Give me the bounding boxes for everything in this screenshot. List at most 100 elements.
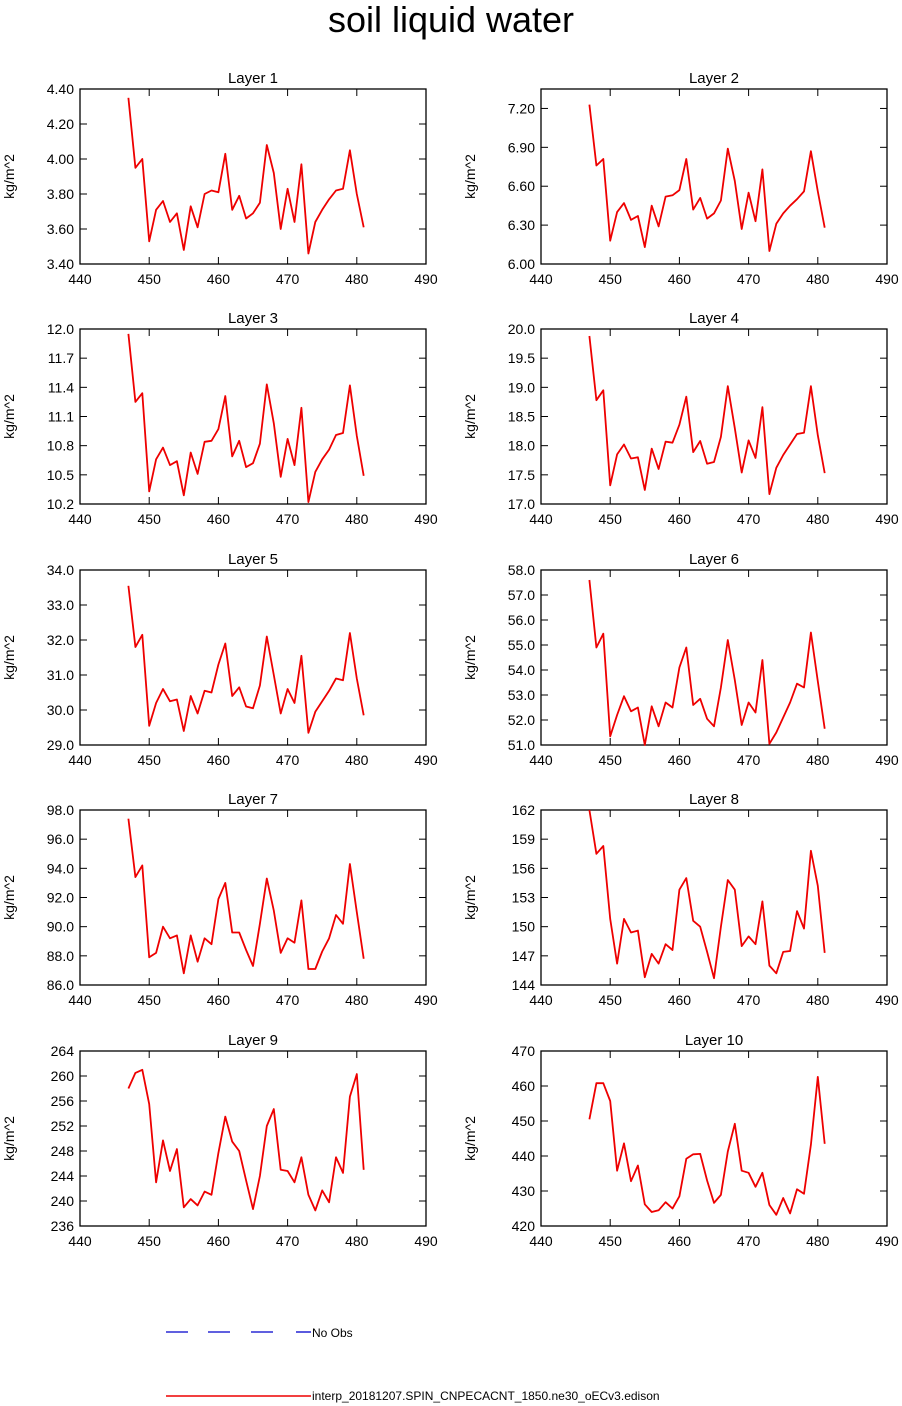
layer3-xtick-label: 470 (276, 511, 300, 527)
layer6-ytick-label: 54.0 (508, 662, 535, 678)
layer10-xtick-label: 490 (875, 1233, 899, 1249)
layer10-xtick-label: 460 (668, 1233, 692, 1249)
layer6-ytick-label: 56.0 (508, 612, 535, 628)
layer4-plot-frame (540, 328, 888, 505)
layer3-xtick-label: 440 (68, 511, 92, 527)
layer2-xtick-label: 440 (529, 271, 553, 287)
layer9-xtick-label: 480 (345, 1233, 369, 1249)
layer9-xtick-label: 490 (414, 1233, 438, 1249)
layer2-xtick-label: 460 (668, 271, 692, 287)
layer10-ytick-label: 450 (512, 1113, 536, 1129)
layer5-plot-frame (79, 569, 427, 746)
layer6-xtick-label: 460 (668, 752, 692, 768)
layer1-plot-frame (79, 88, 427, 265)
layer9-ytick-label: 244 (51, 1168, 75, 1184)
layer5-xtick-label: 450 (138, 752, 162, 768)
layer9-xtick-label: 470 (276, 1233, 300, 1249)
layer5-xtick-label: 460 (207, 752, 231, 768)
layer2-title: Layer 2 (689, 70, 739, 87)
layer9-ytick-label: 236 (51, 1218, 75, 1234)
layer5-xtick-label: 440 (68, 752, 92, 768)
layer9-xtick-label: 460 (207, 1233, 231, 1249)
layer7-xtick-label: 460 (207, 992, 231, 1008)
layer10-xtick-label: 470 (737, 1233, 761, 1249)
layer6-xtick-label: 480 (806, 752, 830, 768)
layer3-ylabel: kg/m^2 (1, 394, 17, 439)
layer8-xtick-label: 480 (806, 992, 830, 1008)
layer7-xtick-label: 480 (345, 992, 369, 1008)
layer2-ytick-label: 6.30 (508, 217, 535, 233)
layer2-xtick-label: 490 (875, 271, 899, 287)
layer7-plot-frame (79, 809, 427, 986)
layer1-ytick-label: 4.20 (47, 116, 74, 132)
layer1-xtick-label: 490 (414, 271, 438, 287)
layer3-xtick-label: 460 (207, 511, 231, 527)
layer4-title: Layer 4 (689, 310, 739, 327)
layer2-ylabel: kg/m^2 (462, 154, 478, 199)
layer2-xtick-label: 450 (599, 271, 623, 287)
legend-model-label: interp_20181207.SPIN_CNPECACNT_1850.ne30… (312, 1389, 660, 1403)
layer3-ytick-label: 11.7 (48, 350, 74, 366)
layer10-xtick-label: 450 (599, 1233, 623, 1249)
layer10-ytick-label: 430 (512, 1183, 536, 1199)
layer1-ylabel: kg/m^2 (1, 154, 17, 199)
layer10-series-line (588, 1076, 826, 1216)
layer4-xtick-label: 450 (599, 511, 623, 527)
layer2-xtick-label: 480 (806, 271, 830, 287)
layer7-xtick-label: 440 (68, 992, 92, 1008)
layer9-ylabel: kg/m^2 (1, 1116, 17, 1161)
layer5-ylabel: kg/m^2 (1, 635, 17, 680)
layer3-ytick-label: 11.1 (48, 409, 74, 425)
layer6-ytick-label: 51.0 (508, 737, 535, 753)
layer1-series-line (127, 97, 365, 255)
layer5-ytick-label: 32.0 (47, 632, 74, 648)
layer8-ytick-label: 144 (512, 977, 536, 993)
layer9-ytick-label: 240 (51, 1193, 75, 1209)
layer7-series-line (127, 818, 365, 975)
layer1-ytick-label: 4.40 (47, 81, 74, 97)
layer8-xtick-label: 470 (737, 992, 761, 1008)
layer7-ylabel: kg/m^2 (1, 875, 17, 920)
layer5-ytick-label: 34.0 (47, 562, 74, 578)
layer1-xtick-label: 450 (138, 271, 162, 287)
legend-obs-label: No Obs (312, 1326, 353, 1340)
layer7-xtick-label: 470 (276, 992, 300, 1008)
layer10-xtick-label: 440 (529, 1233, 553, 1249)
layer8-xtick-label: 440 (529, 992, 553, 1008)
layer8-ytick-label: 147 (512, 948, 536, 964)
layer5-title: Layer 5 (228, 551, 278, 568)
layer9-ytick-label: 252 (51, 1118, 75, 1134)
layer8-xtick-label: 490 (875, 992, 899, 1008)
layer8-xtick-label: 450 (599, 992, 623, 1008)
layer3-xtick-label: 450 (138, 511, 162, 527)
layer4-ytick-label: 18.5 (508, 409, 535, 425)
layer5-series-line (127, 585, 365, 734)
layer3-ytick-label: 11.4 (48, 379, 74, 395)
layer1-xtick-label: 480 (345, 271, 369, 287)
layer8-ytick-label: 150 (512, 919, 536, 935)
layer9-ytick-label: 264 (51, 1043, 75, 1059)
layer6-xtick-label: 440 (529, 752, 553, 768)
layer2-ytick-label: 6.90 (508, 139, 535, 155)
layer1-xtick-label: 470 (276, 271, 300, 287)
layer6-xtick-label: 470 (737, 752, 761, 768)
layer6-title: Layer 6 (689, 551, 739, 568)
layer4-ytick-label: 17.5 (508, 467, 535, 483)
layer1-ytick-label: 3.80 (47, 186, 74, 202)
layer9-xtick-label: 440 (68, 1233, 92, 1249)
layer1-ytick-label: 3.60 (47, 221, 74, 237)
layer4-ytick-label: 19.5 (508, 350, 535, 366)
layer3-xtick-label: 490 (414, 511, 438, 527)
layer3-xtick-label: 480 (345, 511, 369, 527)
layer5-ytick-label: 30.0 (47, 702, 74, 718)
layer8-ytick-label: 159 (512, 831, 536, 847)
layer8-ylabel: kg/m^2 (462, 875, 478, 920)
layer8-title: Layer 8 (689, 791, 739, 808)
layer8-series-line (588, 809, 826, 980)
layer9-title: Layer 9 (228, 1032, 278, 1049)
layer5-xtick-label: 480 (345, 752, 369, 768)
layer3-series-line (127, 333, 365, 504)
layer9-ytick-label: 260 (51, 1068, 75, 1084)
layer4-ytick-label: 20.0 (508, 321, 535, 337)
layer7-ytick-label: 88.0 (47, 948, 74, 964)
